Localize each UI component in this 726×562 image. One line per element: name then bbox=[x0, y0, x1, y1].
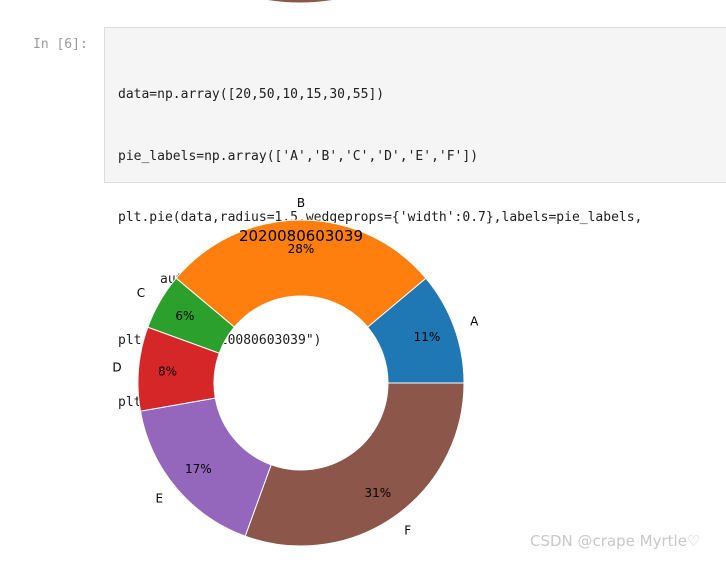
percent-label-C: 6% bbox=[175, 309, 194, 323]
code-cell[interactable]: data=np.array([20,50,10,15,30,55]) pie_l… bbox=[104, 27, 726, 410]
code-line: plt.pie(data,radius=1.5,wedgeprops={'wid… bbox=[118, 210, 643, 225]
watermark: CSDN @crape Myrtle♡ bbox=[530, 532, 701, 550]
category-label-C: C bbox=[137, 286, 145, 300]
category-labels: A B C D E F bbox=[112, 196, 479, 537]
percent-label-D: 8% bbox=[158, 364, 177, 378]
code-line: data=np.array([20,50,10,15,30,55]) bbox=[118, 87, 385, 102]
percent-label-A: 11% bbox=[414, 330, 441, 344]
wedge-E bbox=[139, 397, 272, 537]
wedge-B bbox=[175, 219, 427, 328]
category-label-D: D bbox=[112, 360, 121, 374]
pie-chart: 11% 28% 6% 8% 17% 31% A B C D E F 2020080603039 bbox=[112, 196, 479, 547]
category-label-E: E bbox=[156, 492, 164, 506]
previous-output-edge bbox=[268, 0, 332, 3]
pie-wedges bbox=[137, 219, 465, 547]
percent-label-E: 17% bbox=[185, 462, 212, 476]
percent-label-B: 28% bbox=[288, 242, 315, 256]
code-line: pie_labels=np.array(['A','B','C','D','E'… bbox=[118, 148, 479, 164]
category-label-B: B bbox=[297, 196, 305, 210]
category-label-A: A bbox=[470, 314, 479, 328]
wedge-F bbox=[244, 382, 465, 547]
category-label-F: F bbox=[404, 523, 411, 537]
chart-title: 2020080603039 bbox=[239, 227, 363, 245]
percent-labels: 11% 28% 6% 8% 17% 31% bbox=[158, 242, 440, 500]
percent-label-F: 31% bbox=[365, 486, 392, 500]
cell-prompt: In [6]: bbox=[33, 37, 88, 52]
